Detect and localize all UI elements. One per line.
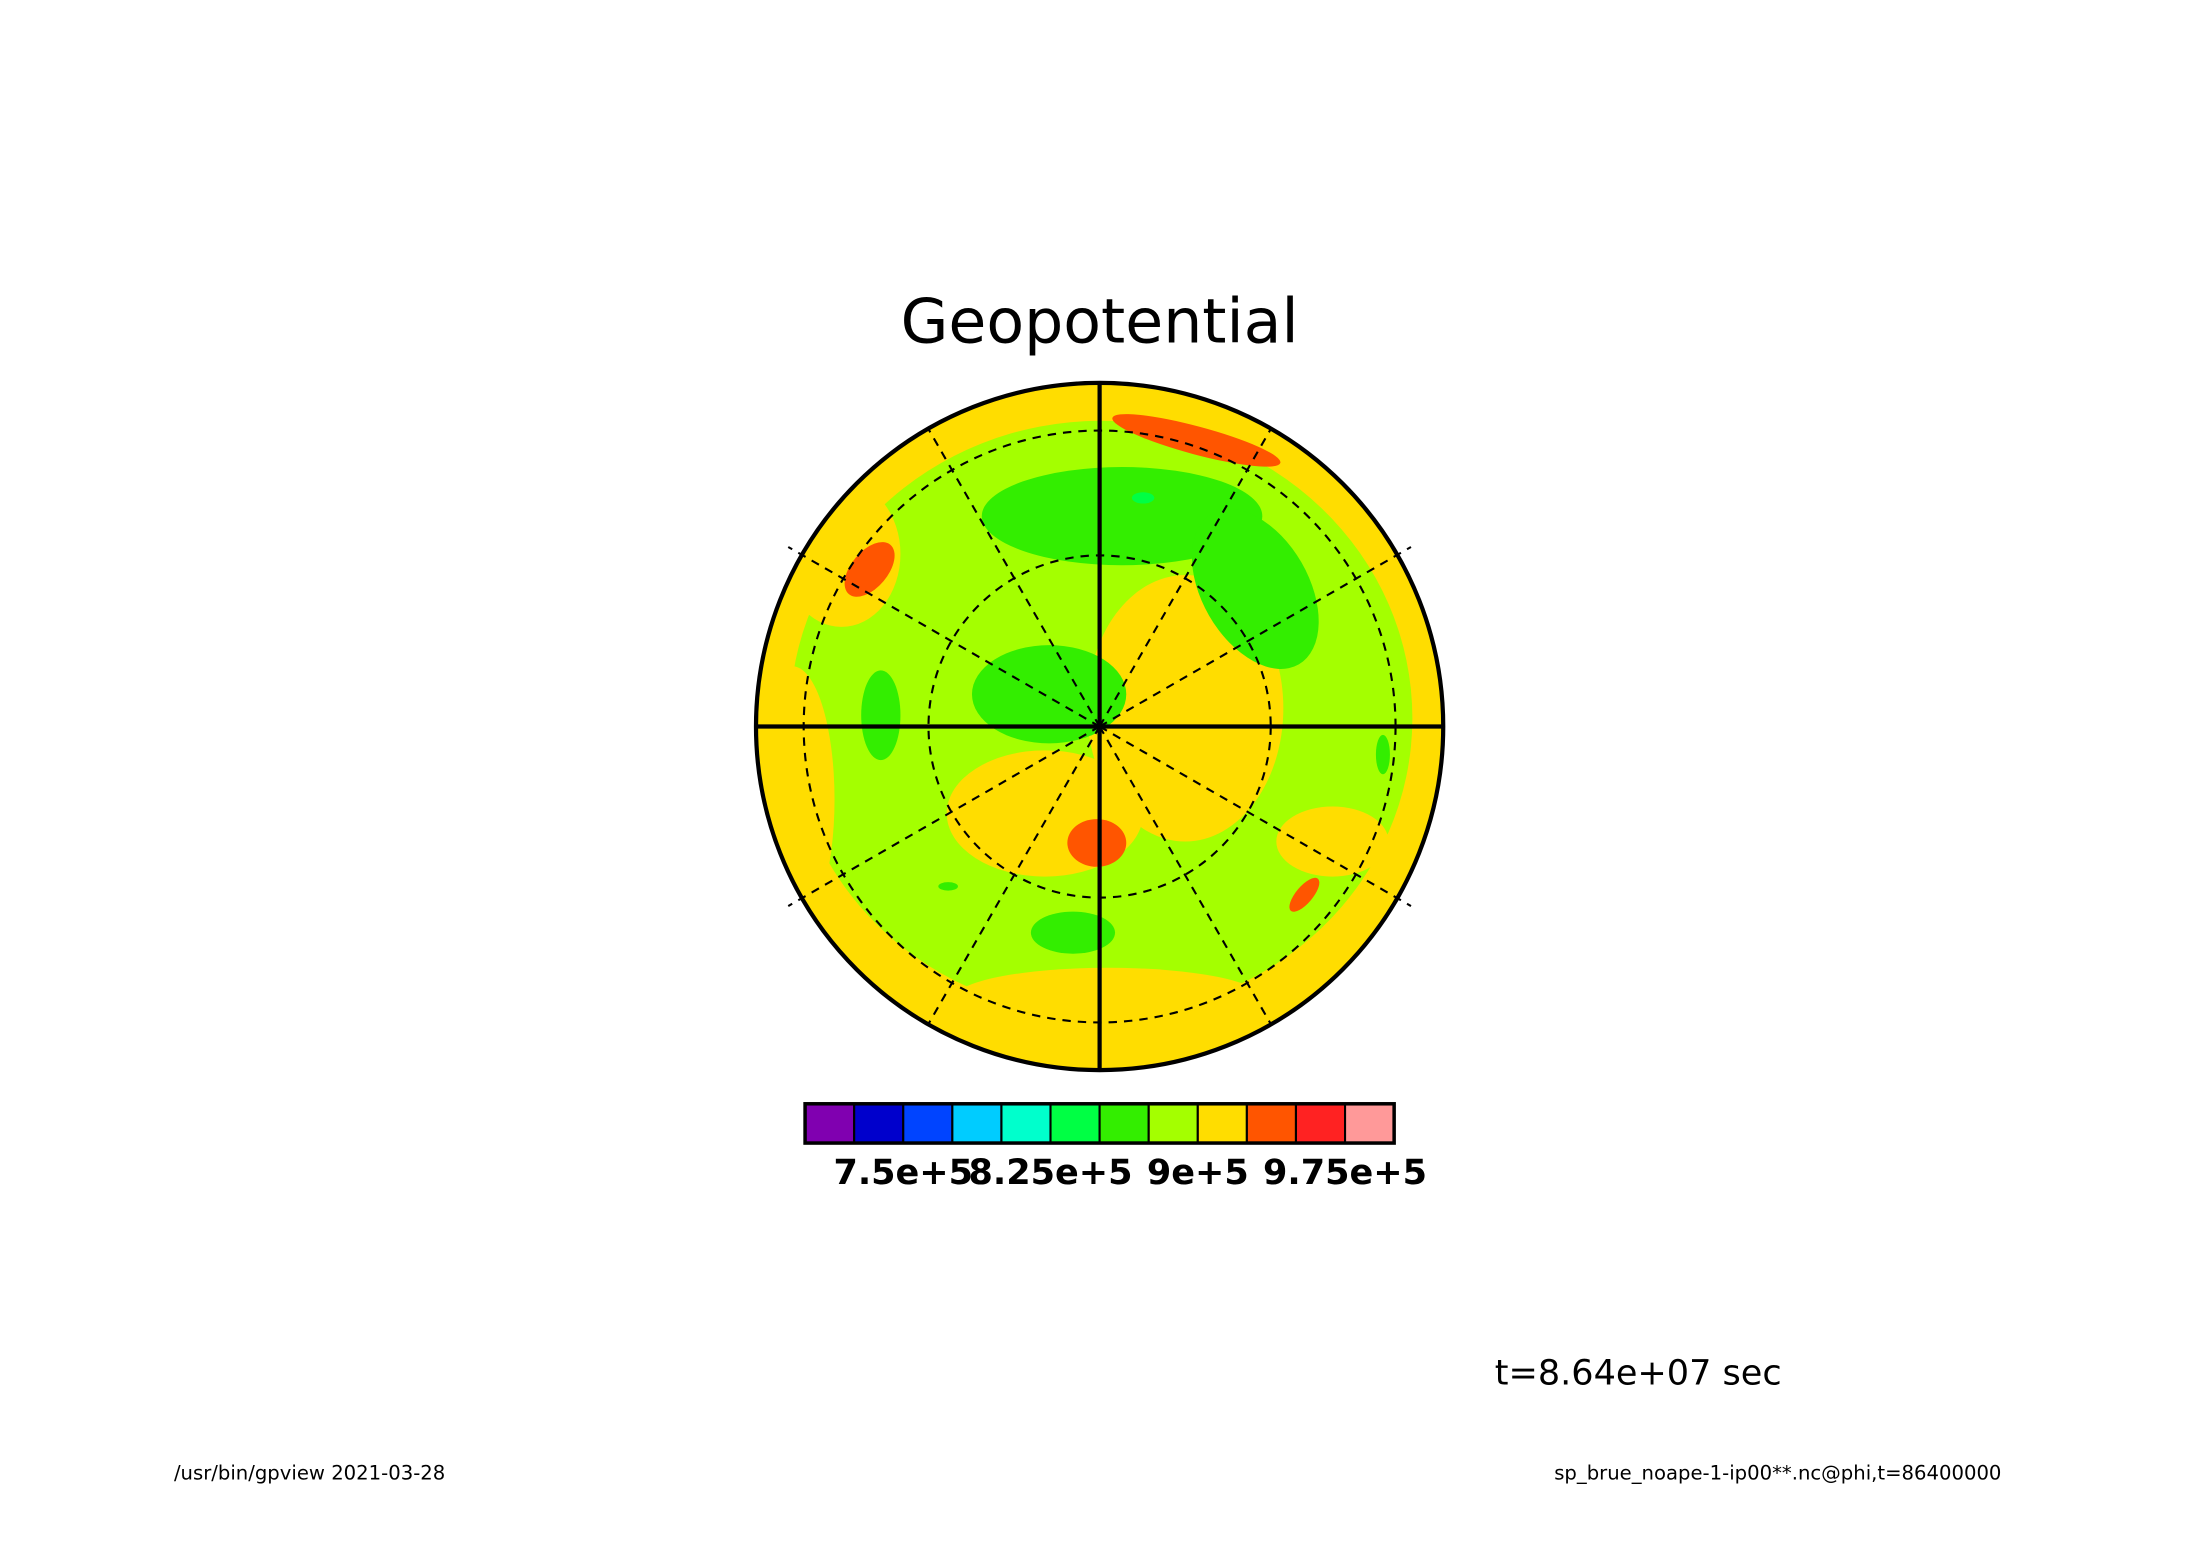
colorbar-box	[1196, 1102, 1248, 1145]
colorbar-label: 9.75e+5	[1263, 1152, 1427, 1193]
colorbar-box	[1000, 1102, 1052, 1145]
footer-right: sp_brue_noape-1-ip00**.nc@phi,t=86400000	[1554, 1462, 2001, 1485]
contour-map	[755, 382, 1444, 1071]
colorbar-box	[1343, 1102, 1396, 1145]
colorbar-box	[902, 1102, 954, 1145]
colorbar-label: 8.25e+5	[969, 1152, 1133, 1193]
colorbar-box	[951, 1102, 1003, 1145]
map-frame	[753, 380, 1446, 1073]
colorbar-frame	[803, 1102, 1396, 1145]
colorbar: 7.5e+58.25e+5 9e+5 9.75e+5	[803, 1102, 1427, 1193]
colorbar-box	[853, 1102, 905, 1145]
colorbar-box	[1098, 1102, 1150, 1145]
title: Geopotential	[901, 285, 1299, 357]
colorbar-box	[804, 1102, 856, 1145]
colorbar-label: 7.5e+5	[833, 1152, 973, 1193]
footer-left: /usr/bin/gpview 2021-03-28	[174, 1462, 445, 1485]
colorbar-box	[1049, 1102, 1101, 1145]
colorbar-label: 9e+5	[1147, 1152, 1249, 1193]
colorbar-box	[1147, 1102, 1199, 1145]
colorbar-box	[1245, 1102, 1298, 1145]
time-label: t=8.64e+07 sec	[1495, 1352, 1782, 1393]
colorbar-box	[1294, 1102, 1347, 1145]
